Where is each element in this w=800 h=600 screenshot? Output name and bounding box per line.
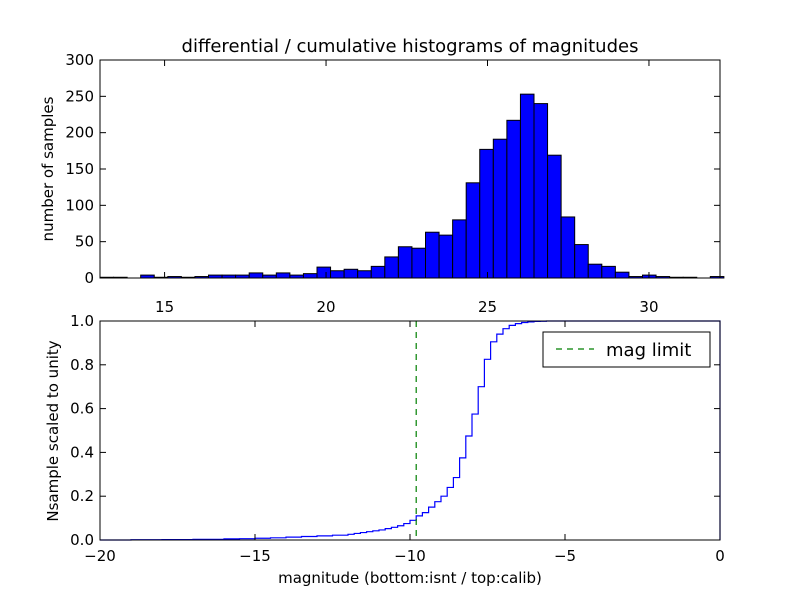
histogram-bar <box>479 148 494 279</box>
y-tick-label: 100 <box>65 196 94 214</box>
histogram-bar <box>275 272 291 279</box>
histogram-bars <box>99 93 725 279</box>
bottom-y-axis-label: Nsample scaled to unity <box>44 340 62 521</box>
histogram-bar <box>357 270 372 279</box>
cumulative-step-line <box>100 320 721 541</box>
top-plot-frame <box>99 59 721 279</box>
x-tick-label: 0 <box>715 547 725 565</box>
histogram-bar <box>519 93 535 279</box>
x-tick-label: 15 <box>155 298 174 316</box>
x-tick-label: −10 <box>394 547 426 565</box>
histogram-bar <box>587 263 603 279</box>
x-tick-label: −15 <box>239 547 271 565</box>
cumulative-lines <box>100 320 721 541</box>
legend: mag limit <box>542 331 711 368</box>
histogram-bar <box>438 234 454 279</box>
y-tick-label: 0 <box>84 269 94 287</box>
histogram-bar <box>343 268 359 279</box>
histogram-bar <box>533 103 549 279</box>
histogram-bar <box>397 246 413 279</box>
legend-mag-limit-label: mag limit <box>606 340 691 361</box>
histogram-bar <box>302 273 318 279</box>
y-tick-label: 0.6 <box>70 400 94 418</box>
bottom-x-axis-label: magnitude (bottom:isnt / top:calib) <box>278 569 542 587</box>
y-tick-label: 200 <box>65 124 94 142</box>
histogram-bar <box>492 138 508 279</box>
chart-title: differential / cumulative histograms of … <box>182 36 639 57</box>
histogram-bar <box>384 256 399 279</box>
y-tick-label: 1.0 <box>70 312 94 330</box>
y-tick-label: 250 <box>65 87 94 105</box>
bottom-cumulative-panel: −20 −15 −10 −5 0 0.0 0.2 0.4 0.6 0.8 1.0 magnitud… <box>44 312 725 587</box>
histogram-bar <box>574 244 589 279</box>
y-tick-label: 0.0 <box>70 531 94 549</box>
top-histogram-panel: differential / cumulative histograms of … <box>39 36 725 316</box>
histogram-bar <box>601 265 616 279</box>
top-x-ticks: 15 20 25 30 <box>155 60 659 316</box>
histogram-bar <box>506 119 521 279</box>
x-tick-label: −5 <box>554 547 576 565</box>
x-tick-label: −20 <box>84 547 116 565</box>
bottom-x-ticks: −20 −15 −10 −5 0 <box>84 321 725 565</box>
histogram-bar <box>547 154 562 279</box>
bottom-y-ticks: 0.0 0.2 0.4 0.6 0.8 1.0 <box>70 312 720 549</box>
histogram-bar <box>370 265 386 279</box>
histogram-bar <box>316 266 332 279</box>
histogram-bar <box>452 219 467 279</box>
histogram-bar <box>330 270 345 279</box>
y-tick-label: 300 <box>65 51 94 69</box>
histogram-bar <box>248 272 264 279</box>
x-tick-label: 20 <box>316 298 335 316</box>
histogram-bar <box>425 231 440 279</box>
histogram-bar <box>614 271 630 279</box>
histogram-bar <box>560 216 576 279</box>
y-tick-label: 50 <box>75 233 94 251</box>
top-y-ticks: 0 50 100 150 200 250 300 <box>65 51 720 287</box>
y-tick-label: 0.8 <box>70 356 94 374</box>
y-tick-label: 150 <box>65 160 94 178</box>
y-tick-label: 0.4 <box>70 443 94 461</box>
top-y-axis-label: number of samples <box>39 96 57 241</box>
histogram-bar <box>411 247 426 279</box>
x-tick-label: 25 <box>478 298 497 316</box>
histogram-bar <box>465 182 481 279</box>
y-tick-label: 0.2 <box>70 487 94 505</box>
x-tick-label: 30 <box>639 298 658 316</box>
